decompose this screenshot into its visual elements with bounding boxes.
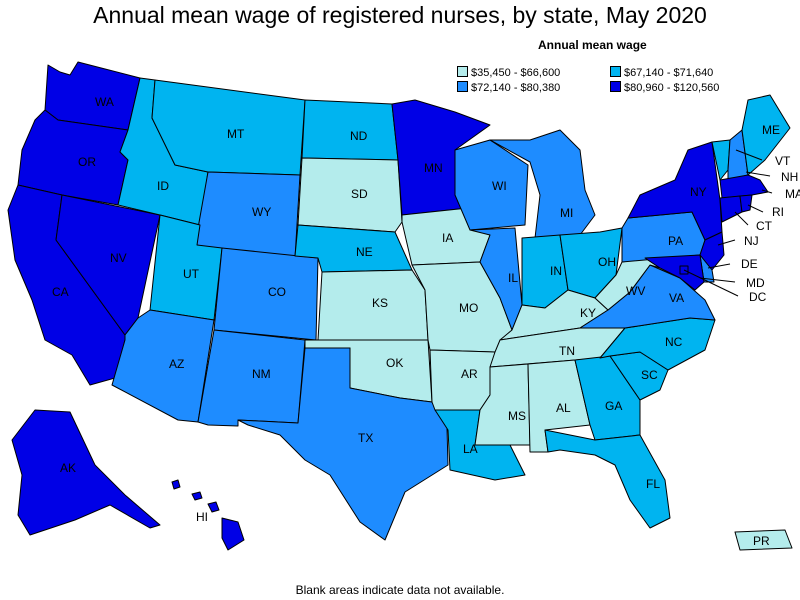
- state-hi[interactable]: [171, 479, 245, 551]
- state-tx[interactable]: [237, 347, 449, 541]
- label-wy: WY: [252, 205, 271, 219]
- label-al: AL: [556, 401, 571, 415]
- label-ar: AR: [461, 367, 478, 381]
- label-ri: RI: [772, 205, 784, 219]
- label-ut: UT: [183, 267, 200, 281]
- leader-vt: [735, 149, 763, 161]
- state-sd[interactable]: [297, 157, 403, 233]
- state-fl[interactable]: [544, 429, 671, 529]
- label-ky: KY: [580, 306, 596, 320]
- label-nj: NJ: [744, 234, 759, 248]
- legend-swatch-4: [610, 81, 621, 92]
- label-in: IN: [550, 264, 562, 278]
- legend-swatch-3: [457, 81, 468, 92]
- label-az: AZ: [169, 357, 184, 371]
- state-md[interactable]: [644, 254, 705, 291]
- label-ny: NY: [690, 185, 707, 199]
- label-ct: CT: [756, 219, 773, 233]
- label-tx: TX: [358, 431, 373, 445]
- label-vt: VT: [775, 154, 791, 168]
- leader-ma: [761, 189, 773, 194]
- state-pr[interactable]: [734, 529, 793, 551]
- state-ri[interactable]: [739, 194, 753, 213]
- label-dc: DC: [749, 290, 767, 304]
- label-sd: SD: [351, 187, 368, 201]
- state-az[interactable]: [111, 309, 215, 423]
- state-pa[interactable]: [621, 211, 706, 263]
- leader-ri: [747, 204, 764, 213]
- label-mn: MN: [424, 161, 443, 175]
- leader-dc: [683, 269, 739, 297]
- label-ne: NE: [356, 245, 373, 259]
- state-co[interactable]: [213, 247, 319, 341]
- legend-item-3: $72,140 - $80,380: [457, 81, 561, 94]
- legend-label-3: $72,140 - $80,380: [471, 82, 561, 94]
- label-va: VA: [669, 291, 684, 305]
- label-mo: MO: [459, 301, 478, 315]
- footnote: Blank areas indicate data not available.: [295, 583, 505, 597]
- label-md: MD: [746, 276, 765, 290]
- label-or: OR: [78, 155, 96, 169]
- label-sc: SC: [641, 368, 658, 382]
- label-fl: FL: [646, 477, 660, 491]
- state-ny[interactable]: [627, 141, 723, 241]
- label-il: IL: [508, 271, 518, 285]
- state-ct[interactable]: [719, 195, 743, 223]
- label-ak: AK: [60, 461, 76, 475]
- label-co: CO: [268, 285, 286, 299]
- legend-title: Annual mean wage: [538, 38, 647, 52]
- label-me: ME: [762, 123, 780, 137]
- legend-item-2: $67,140 - $71,640: [610, 66, 714, 79]
- label-nv: NV: [110, 251, 127, 265]
- label-de: DE: [741, 257, 758, 271]
- leader-nj: [717, 239, 736, 246]
- label-tn: TN: [559, 344, 575, 358]
- label-pr: PR: [753, 534, 770, 548]
- label-wv: WV: [626, 284, 645, 298]
- state-nm[interactable]: [197, 329, 306, 427]
- label-nc: NC: [665, 335, 683, 349]
- label-ms: MS: [508, 409, 526, 423]
- label-ga: GA: [605, 399, 622, 413]
- state-il[interactable]: [469, 227, 523, 331]
- label-wa: WA: [95, 95, 114, 109]
- map-title: Annual mean wage of registered nurses, b…: [93, 2, 707, 28]
- label-nd: ND: [350, 129, 368, 143]
- state-nj[interactable]: [699, 231, 725, 271]
- label-wi: WI: [492, 179, 507, 193]
- label-pa: PA: [668, 234, 683, 248]
- legend-label-1: $35,450 - $66,600: [471, 67, 561, 79]
- legend-item-1: $35,450 - $66,600: [457, 66, 561, 79]
- legend-swatch-1: [457, 66, 468, 77]
- label-ok: OK: [386, 356, 403, 370]
- label-ks: KS: [372, 296, 388, 310]
- state-ak[interactable]: [11, 409, 161, 536]
- leader-de: [707, 263, 731, 269]
- state-wy[interactable]: [194, 171, 301, 259]
- leader-nh: [745, 171, 771, 177]
- legend-label-4: $80,960 - $120,560: [624, 82, 720, 94]
- state-ma[interactable]: [719, 174, 769, 199]
- label-mi: MI: [560, 206, 573, 220]
- label-nm: NM: [252, 367, 271, 381]
- label-ma: MA: [785, 187, 800, 201]
- label-id: ID: [157, 179, 169, 193]
- legend-label-2: $67,140 - $71,640: [624, 67, 714, 79]
- label-ca: CA: [52, 285, 69, 299]
- legend-swatch-2: [610, 66, 621, 77]
- leader-ct: [734, 211, 749, 226]
- label-ia: IA: [442, 231, 453, 245]
- label-nh: NH: [781, 170, 798, 184]
- label-la: LA: [463, 442, 478, 456]
- label-oh: OH: [598, 255, 616, 269]
- leader-md: [699, 277, 736, 283]
- state-mi[interactable]: [489, 129, 596, 239]
- label-mt: MT: [227, 127, 245, 141]
- label-hi: HI: [196, 510, 208, 524]
- legend-item-4: $80,960 - $120,560: [610, 81, 720, 94]
